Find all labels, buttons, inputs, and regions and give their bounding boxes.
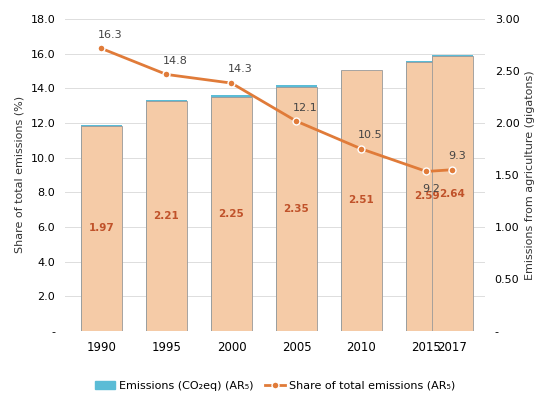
Text: 2.64: 2.64 xyxy=(439,189,465,198)
Bar xyxy=(340,70,382,331)
Text: 2.25: 2.25 xyxy=(218,209,244,219)
Text: 14.3: 14.3 xyxy=(228,64,252,75)
Bar xyxy=(276,85,317,331)
Bar xyxy=(211,95,252,331)
Bar xyxy=(276,87,317,331)
Text: 2.51: 2.51 xyxy=(349,195,375,205)
Text: 2.35: 2.35 xyxy=(284,204,309,214)
Bar xyxy=(146,100,187,331)
Bar xyxy=(81,125,122,331)
Text: 16.3: 16.3 xyxy=(97,30,122,40)
Text: 9.3: 9.3 xyxy=(449,151,466,161)
Text: 9.2: 9.2 xyxy=(422,183,441,194)
Y-axis label: Emissions from agriculture (gigatons): Emissions from agriculture (gigatons) xyxy=(525,70,535,280)
Bar xyxy=(211,97,252,331)
Bar xyxy=(406,62,447,331)
Text: 2.59: 2.59 xyxy=(414,191,439,201)
Y-axis label: Share of total emissions (%): Share of total emissions (%) xyxy=(15,96,25,254)
Text: 14.8: 14.8 xyxy=(163,56,188,66)
Bar xyxy=(81,126,122,331)
Bar xyxy=(406,61,447,331)
Legend: Emissions (CO₂eq) (AR₅), Share of total emissions (AR₅): Emissions (CO₂eq) (AR₅), Share of total … xyxy=(90,377,460,395)
Bar xyxy=(146,101,187,331)
Text: 2.21: 2.21 xyxy=(153,211,179,221)
Text: 12.1: 12.1 xyxy=(293,102,317,113)
Text: 10.5: 10.5 xyxy=(358,130,382,140)
Bar xyxy=(432,55,473,331)
Text: 1.97: 1.97 xyxy=(89,224,114,233)
Bar xyxy=(432,56,473,331)
Bar xyxy=(340,71,382,331)
